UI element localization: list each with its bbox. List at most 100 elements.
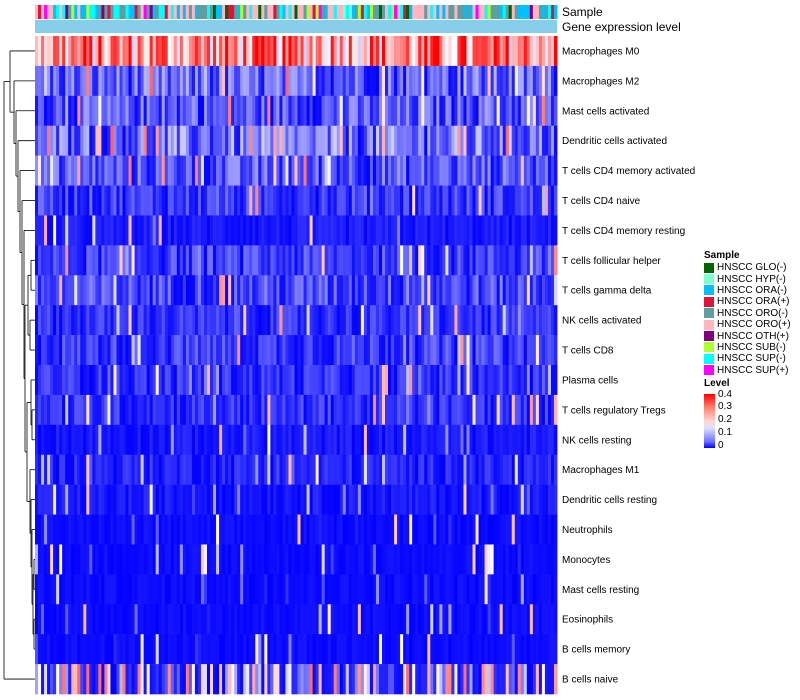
heatmap-cell [194, 664, 199, 695]
heatmap-cell [276, 664, 280, 695]
heatmap-cell [134, 95, 138, 127]
heatmap-cell [225, 125, 229, 156]
heatmap-cell [110, 424, 114, 456]
heatmap-cell [508, 36, 513, 67]
heatmap-cell [285, 125, 289, 156]
heatmap-cell [321, 634, 326, 665]
heatmap-cell [197, 664, 202, 695]
heatmap-cell [372, 36, 377, 67]
heatmap-cell [59, 125, 63, 156]
heatmap-cell [194, 245, 199, 276]
heatmap-cell [303, 604, 307, 635]
heatmap-cell [158, 125, 163, 156]
heatmap-cell [312, 185, 317, 216]
heatmap-cell [143, 544, 148, 575]
heatmap-cell [246, 215, 250, 246]
heatmap-cell [228, 335, 232, 366]
heatmap-cell [234, 604, 238, 635]
heatmap-cell [318, 424, 323, 456]
heatmap-cell [62, 125, 66, 156]
heatmap-cell [167, 544, 172, 575]
heatmap-cell [92, 275, 96, 306]
heatmap-cell [47, 245, 51, 276]
heatmap-cell [119, 365, 123, 396]
heatmap-cell [164, 335, 169, 366]
heatmap-cell [50, 245, 54, 276]
heatmap-cell [493, 634, 498, 665]
heatmap-cell [237, 275, 241, 306]
heatmap-cell [44, 634, 48, 665]
heatmap-cell [354, 365, 359, 396]
heatmap-cell [216, 664, 220, 695]
heatmap-cell [433, 185, 437, 216]
heatmap-cell [231, 125, 235, 156]
heatmap-cell [182, 514, 187, 545]
heatmap-cell [77, 634, 81, 665]
heatmap-cell [360, 36, 365, 67]
heatmap-cell [481, 454, 485, 485]
heatmap-cell [249, 36, 253, 67]
heatmap-cell [394, 454, 398, 485]
heatmap-cell [478, 634, 482, 665]
heatmap-cell [493, 215, 498, 246]
heatmap-cell [412, 664, 416, 695]
heatmap-cell [378, 245, 383, 276]
heatmap-cell [173, 215, 178, 246]
sample-annotation-cell [167, 5, 172, 19]
heatmap-cell [466, 574, 470, 605]
heatmap-cell [445, 125, 449, 156]
heatmap-cell [391, 65, 395, 97]
heatmap-cell [457, 275, 461, 306]
heatmap-cell [300, 634, 304, 665]
heatmap-cell [336, 454, 341, 485]
heatmap-cell [219, 245, 223, 276]
heatmap-cell [409, 125, 413, 156]
heatmap-cell [502, 454, 507, 485]
heatmap-cell [348, 484, 353, 515]
heatmap-cell [421, 454, 425, 485]
heatmap-cell [514, 574, 519, 605]
heatmap-cell [95, 574, 99, 605]
sample-annotation-cell [56, 5, 60, 19]
heatmap-cell [152, 95, 157, 127]
heatmap-cell [77, 155, 81, 186]
heatmap-cell [110, 604, 114, 635]
heatmap-cell [107, 65, 111, 97]
sample-annotation-cell [303, 5, 307, 19]
heatmap-cell [258, 155, 262, 186]
sample-annotation-cell [541, 5, 546, 19]
heatmap-cell [104, 514, 108, 545]
heatmap-cell [363, 215, 368, 246]
heatmap-cell [448, 36, 452, 67]
heatmap-cell [179, 664, 184, 695]
heatmap-cell [143, 215, 148, 246]
heatmap-cell [535, 335, 540, 366]
heatmap-cell [460, 155, 464, 186]
heatmap-cell [98, 664, 102, 695]
heatmap-cell [520, 514, 525, 545]
heatmap-cell [285, 185, 289, 216]
heatmap-cell [490, 634, 495, 665]
heatmap-cell [454, 65, 458, 97]
heatmap-cell [74, 65, 78, 97]
heatmap-cell [439, 36, 443, 67]
heatmap-cell [176, 335, 181, 366]
sample-legend-item: HNSCC GLO(-) [704, 262, 791, 273]
heatmap-cell [375, 634, 380, 665]
heatmap-cell [86, 365, 90, 396]
heatmap-cell [369, 454, 374, 485]
heatmap-cell [44, 305, 48, 336]
heatmap-cell [285, 424, 289, 456]
heatmap-cell [427, 514, 431, 545]
sample-annotation-cell [255, 5, 259, 19]
heatmap-cell [71, 65, 75, 97]
heatmap-cell [342, 484, 347, 515]
heatmap-cell [179, 604, 184, 635]
heatmap-cell [152, 574, 157, 605]
heatmap-cell [146, 574, 151, 605]
heatmap-cell [261, 95, 265, 127]
heatmap-cell [375, 125, 380, 156]
heatmap-cell [98, 424, 102, 456]
heatmap-cell [104, 215, 108, 246]
heatmap-cell [152, 155, 157, 186]
